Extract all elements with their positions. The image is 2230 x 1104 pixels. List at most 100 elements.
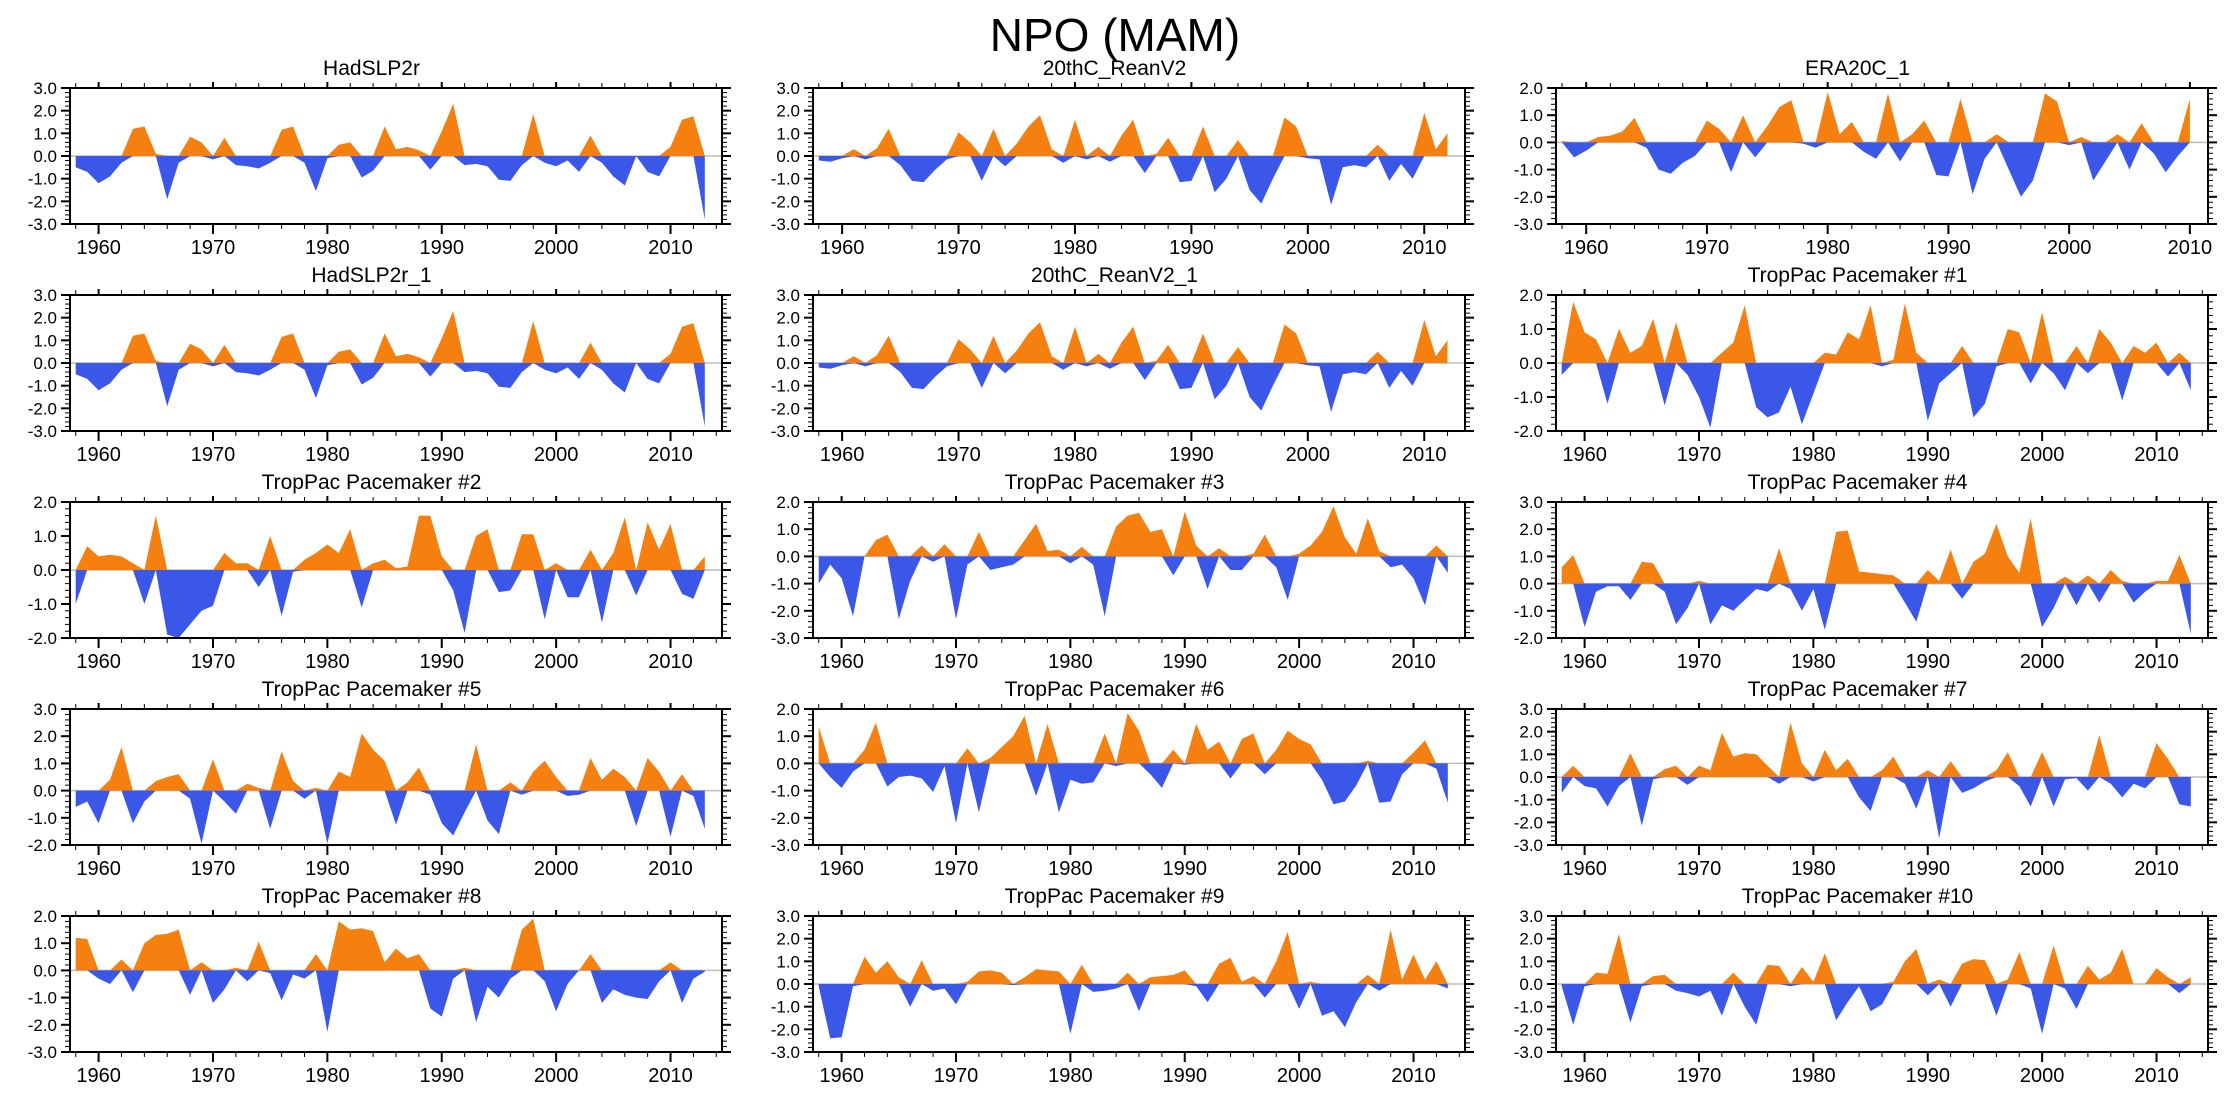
svg-text:2000: 2000: [1276, 1065, 1321, 1087]
svg-text:1970: 1970: [933, 651, 978, 673]
chart-era20c-1: ERA20C_1 -3.0 -2.0 -1.0 0.0 1.0 2.0 1960 1970 198…: [1486, 56, 2229, 263]
svg-text:2000: 2000: [2019, 444, 2064, 466]
chart-plot-svg: -3.0 -2.0 -1.0 0.0 1.0 2.0 3.0 1960 1970 1980 1990…: [1513, 910, 2217, 1087]
chart-title: TropPac Pacemaker #1: [1747, 264, 1968, 287]
svg-text:1980: 1980: [1791, 1065, 1836, 1087]
svg-text:-2.0: -2.0: [770, 399, 799, 418]
svg-text:-2.0: -2.0: [27, 192, 56, 211]
svg-text:2.0: 2.0: [1519, 82, 1543, 98]
svg-text:1960: 1960: [76, 651, 121, 673]
chart-hadslp2r: HadSLP2r -3.0 -2.0 -1.0 0.0 1.0 2.0 3.0 1960 1970…: [0, 56, 743, 263]
chart-troppac-pacemaker-5: TropPac Pacemaker #5 -2.0 -1.0 0.0 1.0 2.0 3.0…: [0, 677, 743, 884]
svg-text:1980: 1980: [1052, 444, 1097, 466]
chart-title: ERA20C_1: [1804, 57, 1911, 80]
svg-text:1990: 1990: [419, 444, 464, 466]
svg-text:1960: 1960: [1562, 1065, 1607, 1087]
svg-text:1980: 1980: [305, 444, 350, 466]
svg-text:1960: 1960: [819, 237, 864, 259]
svg-text:2010: 2010: [2134, 651, 2179, 673]
svg-text:1.0: 1.0: [33, 331, 57, 350]
svg-text:-1.0: -1.0: [1513, 791, 1542, 810]
svg-text:2000: 2000: [2019, 858, 2064, 880]
svg-text:2010: 2010: [648, 1065, 693, 1087]
svg-text:2.0: 2.0: [1519, 289, 1543, 305]
svg-text:1.0: 1.0: [1519, 952, 1543, 971]
svg-text:1980: 1980: [305, 237, 350, 259]
svg-text:2010: 2010: [648, 651, 693, 673]
svg-text:1990: 1990: [419, 237, 464, 259]
svg-text:3.0: 3.0: [776, 289, 800, 305]
svg-text:-3.0: -3.0: [27, 1043, 56, 1062]
svg-text:1960: 1960: [819, 858, 864, 880]
svg-text:2000: 2000: [1285, 237, 1330, 259]
svg-text:2.0: 2.0: [776, 496, 800, 512]
chart-troppac-pacemaker-2: TropPac Pacemaker #2 -2.0 -1.0 0.0 1.0 2.0 196…: [0, 470, 743, 677]
svg-text:2000: 2000: [2019, 651, 2064, 673]
svg-text:1960: 1960: [819, 444, 864, 466]
chart-troppac-pacemaker-1: TropPac Pacemaker #1 -2.0 -1.0 0.0 1.0 2.0 196…: [1486, 263, 2229, 470]
svg-text:0.0: 0.0: [1519, 354, 1543, 373]
svg-text:0.0: 0.0: [33, 961, 57, 980]
svg-text:2.0: 2.0: [33, 910, 57, 926]
svg-text:2.0: 2.0: [33, 102, 57, 121]
svg-text:1960: 1960: [76, 1065, 121, 1087]
chart-plot-svg: -3.0 -2.0 -1.0 0.0 1.0 2.0 3.0 1960 1970 1980 1990…: [27, 82, 731, 259]
svg-text:1990: 1990: [419, 651, 464, 673]
svg-text:1990: 1990: [1169, 237, 1214, 259]
chart-plot-svg: -2.0 -1.0 0.0 1.0 2.0 3.0 1960 1970 1980 1990 2000…: [27, 703, 731, 880]
svg-text:1970: 1970: [1676, 444, 1721, 466]
svg-text:3.0: 3.0: [33, 703, 57, 719]
svg-text:1970: 1970: [1684, 237, 1729, 259]
chart-troppac-pacemaker-9: TropPac Pacemaker #9 -3.0 -2.0 -1.0 0.0 1.0 2.…: [743, 884, 1486, 1091]
chart-plot-svg: -3.0 -2.0 -1.0 0.0 1.0 2.0 1960 1970 1980 1990 200…: [770, 496, 1474, 673]
svg-text:-3.0: -3.0: [770, 629, 799, 648]
svg-text:-1.0: -1.0: [1513, 161, 1542, 180]
svg-text:-1.0: -1.0: [27, 989, 56, 1008]
svg-text:2010: 2010: [1402, 237, 1447, 259]
svg-text:-3.0: -3.0: [27, 422, 56, 441]
svg-text:2000: 2000: [1276, 858, 1321, 880]
svg-text:-2.0: -2.0: [1513, 629, 1542, 648]
chart-plot-svg: -3.0 -2.0 -1.0 0.0 1.0 2.0 3.0 1960 1970 1980 1990…: [770, 82, 1474, 259]
svg-text:3.0: 3.0: [1519, 703, 1543, 719]
svg-text:1960: 1960: [1562, 858, 1607, 880]
svg-text:1960: 1960: [1562, 444, 1607, 466]
page-title: NPO (MAM): [989, 9, 1241, 61]
chart-title: 20thC_ReanV2: [1042, 57, 1187, 80]
svg-text:1.0: 1.0: [1519, 106, 1543, 125]
svg-text:2010: 2010: [1391, 651, 1436, 673]
chart-plot-svg: -3.0 -2.0 -1.0 0.0 1.0 2.0 1960 1970 1980 1990 200…: [1513, 82, 2217, 259]
svg-text:1980: 1980: [1052, 237, 1097, 259]
svg-text:1.0: 1.0: [776, 331, 800, 350]
svg-text:1990: 1990: [1905, 651, 1950, 673]
chart-title: TropPac Pacemaker #3: [1004, 471, 1225, 494]
svg-text:2000: 2000: [533, 651, 578, 673]
svg-text:1980: 1980: [1048, 651, 1093, 673]
svg-text:2.0: 2.0: [776, 102, 800, 121]
svg-text:2010: 2010: [2134, 444, 2179, 466]
svg-text:2010: 2010: [1391, 1065, 1436, 1087]
svg-text:-3.0: -3.0: [770, 215, 799, 234]
svg-text:1980: 1980: [305, 651, 350, 673]
svg-text:1960: 1960: [76, 444, 121, 466]
svg-text:1.0: 1.0: [776, 727, 800, 746]
svg-text:-2.0: -2.0: [27, 399, 56, 418]
chart-title: HadSLP2r: [323, 57, 420, 80]
svg-text:2.0: 2.0: [1519, 520, 1543, 539]
svg-text:1960: 1960: [1562, 651, 1607, 673]
svg-text:-3.0: -3.0: [1513, 1043, 1542, 1062]
svg-text:-2.0: -2.0: [770, 602, 799, 621]
svg-text:1970: 1970: [933, 858, 978, 880]
svg-text:2000: 2000: [533, 1065, 578, 1087]
svg-text:2010: 2010: [2167, 237, 2212, 259]
svg-text:0.0: 0.0: [776, 147, 800, 166]
svg-text:3.0: 3.0: [776, 910, 800, 926]
svg-text:1.0: 1.0: [776, 952, 800, 971]
svg-text:-1.0: -1.0: [27, 809, 56, 828]
chart-title: TropPac Pacemaker #7: [1747, 678, 1968, 701]
svg-text:3.0: 3.0: [1519, 910, 1543, 926]
svg-text:1990: 1990: [1905, 858, 1950, 880]
charts-grid: HadSLP2r -3.0 -2.0 -1.0 0.0 1.0 2.0 3.0 1960 1970…: [0, 56, 2230, 1091]
chart-title: TropPac Pacemaker #10: [1741, 885, 1974, 908]
chart-plot-svg: -3.0 -2.0 -1.0 0.0 1.0 2.0 1960 1970 1980 1990 200…: [27, 910, 731, 1087]
